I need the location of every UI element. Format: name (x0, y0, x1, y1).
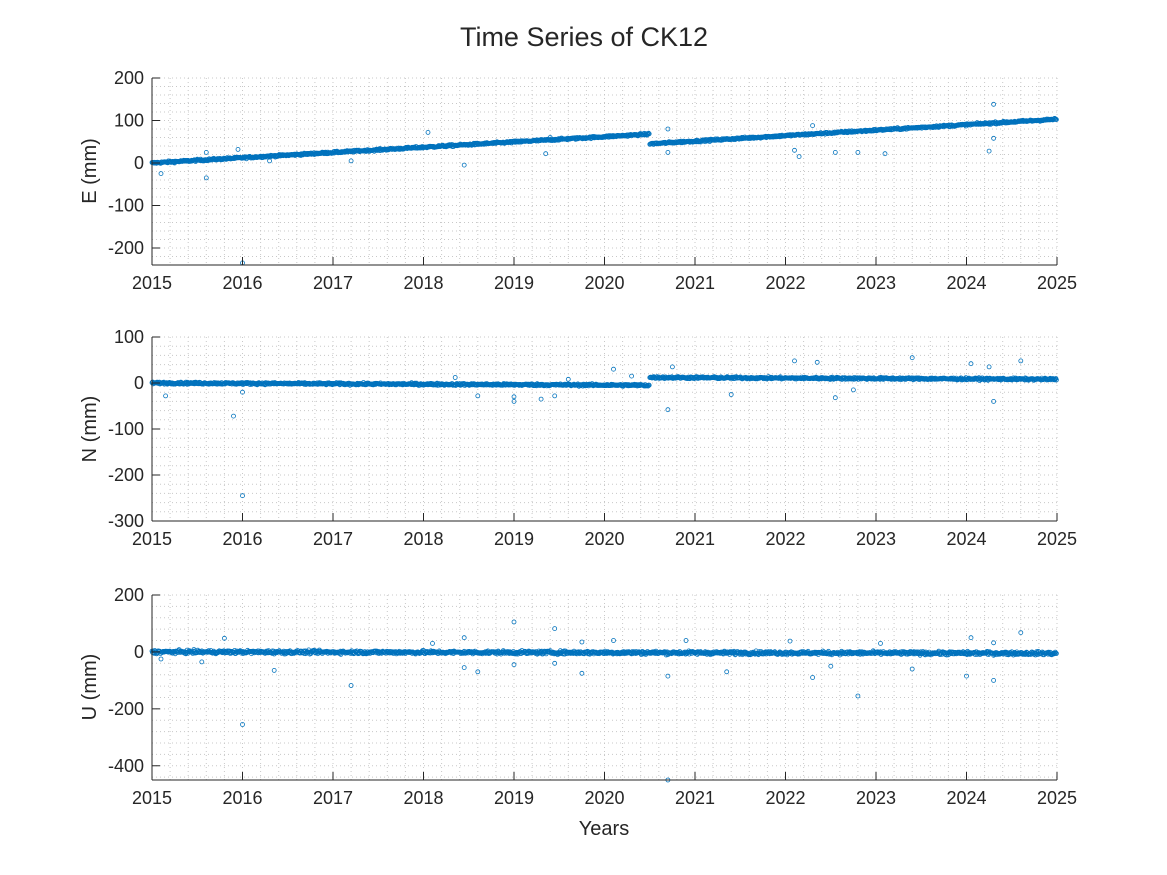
y-tick-label: 0 (134, 373, 144, 393)
y-tick-label: 200 (114, 68, 144, 88)
outlier-point (792, 147, 797, 153)
outlier-point (203, 175, 209, 181)
x-tick-label: 2019 (494, 529, 534, 549)
data-point (646, 130, 651, 136)
outlier-point (425, 129, 431, 135)
x-tick-label: 2015 (132, 529, 172, 549)
x-tick-label: 2024 (946, 529, 986, 549)
y-tick-label: 100 (114, 111, 144, 131)
grid (151, 336, 1058, 522)
outlier-point (547, 135, 553, 140)
outlier-point (810, 123, 815, 128)
x-tick-label: 2017 (313, 529, 353, 549)
data-point (1054, 117, 1059, 122)
outlier-point (796, 154, 802, 160)
data-point (1051, 117, 1056, 122)
data-points (149, 101, 1059, 266)
outlier-point (665, 126, 671, 132)
x-tick-label: 2024 (946, 273, 986, 293)
x-tick-label: 2021 (675, 529, 715, 549)
outlier-point (158, 171, 164, 177)
x-tick-label: 2015 (132, 273, 172, 293)
y-tick-label: -200 (108, 465, 144, 485)
data-point (646, 131, 652, 137)
x-tick-label: 2025 (1037, 529, 1077, 549)
outlier-point (348, 158, 354, 164)
y-axis-label-n: N (mm) (79, 396, 101, 463)
x-tick-label: 2020 (584, 273, 624, 293)
panel-e: E (mm) 2015 2016 2017 2018 2019 2020 2021 2022 2… (79, 68, 1077, 293)
y-axis-label-u: U (mm) (79, 654, 101, 721)
outlier-point (882, 151, 888, 157)
data-points (149, 355, 1059, 499)
x-tick-label: 2016 (222, 529, 262, 549)
x-tick-label: 2018 (403, 529, 443, 549)
x-tick-label: 2022 (765, 273, 805, 293)
x-axis-label: Years (579, 818, 629, 840)
x-tick-label: 2025 (1037, 273, 1077, 293)
x-tick-label: 2022 (765, 529, 805, 549)
x-tick-label: 2021 (675, 273, 715, 293)
data-point (672, 140, 677, 146)
outlier-point (991, 101, 996, 107)
y-tick-label: -300 (108, 511, 144, 531)
outlier-point (267, 158, 273, 164)
outlier-point (543, 151, 549, 157)
x-tick-label: 2017 (313, 273, 353, 293)
x-tick-label: 2023 (856, 529, 896, 549)
grid (151, 77, 1058, 266)
outlier-point (235, 146, 241, 152)
figure-title: Time Series of CK12 (460, 22, 708, 52)
outlier-point (855, 149, 861, 155)
outlier-point (991, 135, 996, 141)
y-tick-label: -100 (108, 196, 144, 216)
data-point (243, 380, 249, 385)
outlier-point (203, 149, 209, 155)
x-tick-label: 2020 (584, 529, 624, 549)
x-tick-label: 2016 (222, 273, 262, 293)
x-tick-label: 2019 (494, 273, 534, 293)
y-tick-label: -200 (108, 238, 144, 258)
y-tick-label: -100 (108, 419, 144, 439)
y-tick-label: 100 (114, 327, 144, 347)
x-tick-label: 2023 (856, 273, 896, 293)
outlier-point (461, 162, 467, 168)
outlier-point (665, 149, 671, 155)
outlier-point (986, 148, 992, 154)
x-tick-label: 2018 (403, 273, 443, 293)
outlier-point (832, 149, 838, 155)
y-tick-label: 0 (134, 153, 144, 173)
y-axis-label-e: E (mm) (79, 138, 101, 204)
panel-n: N (mm) 2015 2016 2017 2018 2019 2020 2021 2022 2… (79, 327, 1077, 549)
